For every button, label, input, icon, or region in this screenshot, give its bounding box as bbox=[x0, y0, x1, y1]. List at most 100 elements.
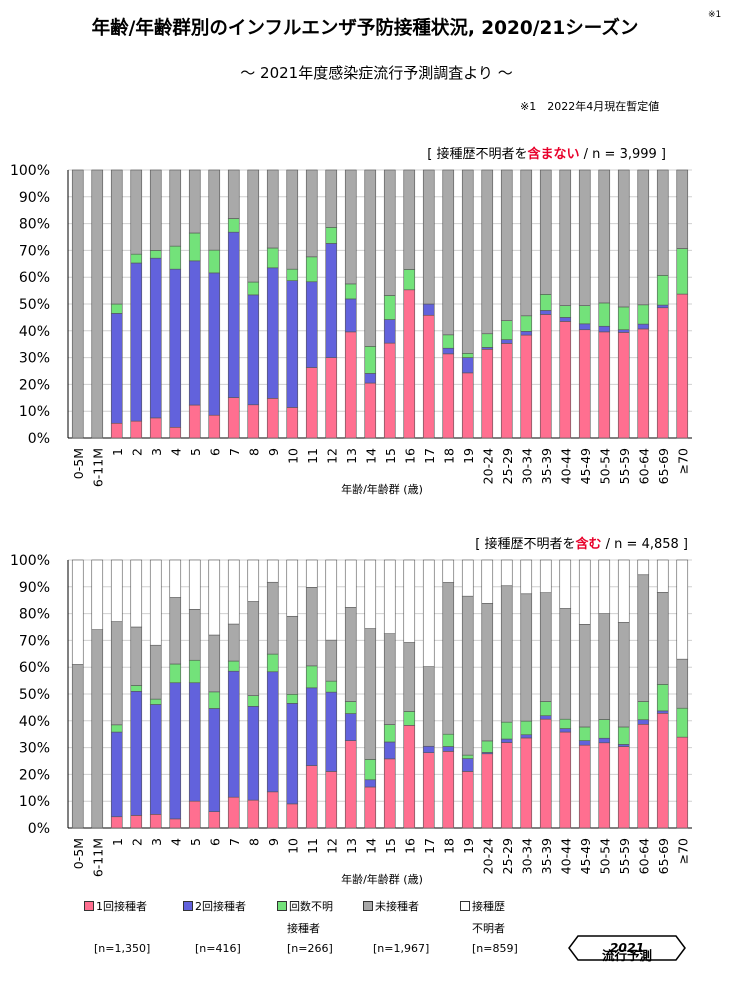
bar-segment bbox=[149, 169, 162, 251]
bar-segment bbox=[617, 744, 630, 747]
bar-segment bbox=[266, 653, 279, 673]
bar-segment bbox=[656, 559, 669, 593]
legend-item-unknown-doses: 回数不明 接種者 [n=266] bbox=[277, 898, 333, 955]
x-tick-label: 50-54 bbox=[597, 448, 612, 484]
legend: 1回接種者 [n=1,350] 2回接種者 [n=416] 回数不明 接種者 [… bbox=[0, 898, 753, 958]
bar-segment bbox=[188, 404, 201, 439]
legend-item-dose2: 2回接種者 [n=416] bbox=[183, 898, 246, 955]
bar-segment bbox=[403, 269, 416, 291]
bar-segment bbox=[286, 268, 299, 281]
bar-segment bbox=[559, 317, 572, 322]
bar-segment bbox=[227, 623, 240, 662]
bar-segment bbox=[130, 420, 143, 439]
title-footnote-mark: ※1 bbox=[708, 10, 722, 20]
bar-segment bbox=[481, 740, 494, 753]
x-tick-label: 0-5M bbox=[71, 448, 86, 479]
bar-segment bbox=[169, 559, 182, 598]
y-tick-label: 70% bbox=[19, 243, 50, 259]
x-tick-label: 25-29 bbox=[500, 838, 515, 874]
x-tick-label: 18 bbox=[441, 448, 456, 464]
bar-segment bbox=[110, 724, 123, 733]
bar-segment bbox=[247, 695, 260, 707]
bar-segment bbox=[403, 169, 416, 270]
bar-segment bbox=[325, 169, 338, 228]
bar-segment bbox=[91, 169, 104, 439]
bar-segment bbox=[559, 608, 572, 720]
x-tick-label: 3 bbox=[149, 838, 164, 846]
x-tick-label: 6-11M bbox=[90, 448, 105, 487]
bar-segment bbox=[598, 302, 611, 327]
bar-segment bbox=[520, 559, 533, 595]
bar-segment bbox=[344, 298, 357, 333]
bar-segment bbox=[617, 306, 630, 331]
legend-count-dose2: [n=416] bbox=[195, 942, 241, 955]
y-tick-label: 20% bbox=[19, 767, 50, 783]
bar-segment bbox=[71, 559, 84, 665]
bar-segment bbox=[325, 357, 338, 439]
bar-segment bbox=[149, 559, 162, 646]
bar-segment bbox=[442, 751, 455, 829]
legend-item-dose1: 1回接種者 [n=1,350] bbox=[84, 898, 150, 955]
bar-segment bbox=[208, 414, 221, 439]
bar-segment bbox=[559, 728, 572, 733]
bar-segment bbox=[344, 701, 357, 714]
bar-segment bbox=[520, 734, 533, 739]
bar-segment bbox=[325, 243, 338, 358]
x-tick-label: 6-11M bbox=[90, 838, 105, 877]
bar-segment bbox=[149, 698, 162, 705]
bar-segment bbox=[364, 373, 377, 384]
bar-segment bbox=[266, 267, 279, 399]
x-tick-label: 60-64 bbox=[636, 448, 651, 484]
bar-segment bbox=[344, 283, 357, 300]
y-tick-label: 10% bbox=[19, 404, 50, 420]
bar-segment bbox=[247, 559, 260, 602]
legend-swatch-unvaccinated bbox=[363, 901, 373, 911]
bar-segment bbox=[149, 250, 162, 259]
bar-segment bbox=[481, 333, 494, 348]
y-tick-label: 80% bbox=[19, 607, 50, 623]
bar-segment bbox=[247, 601, 260, 696]
bar-segment bbox=[227, 169, 240, 219]
x-tick-label: 40-44 bbox=[558, 448, 573, 484]
bar-segment bbox=[539, 314, 552, 439]
bar-segment bbox=[656, 304, 669, 309]
header-highlight: 含まない bbox=[527, 146, 580, 162]
bar-segment bbox=[344, 331, 357, 439]
bar-segment bbox=[539, 559, 552, 593]
bar-segment bbox=[520, 315, 533, 332]
legend-swatch-dose1 bbox=[84, 901, 94, 911]
x-tick-label: 2 bbox=[129, 838, 144, 846]
bar-segment bbox=[286, 703, 299, 805]
bar-segment bbox=[637, 304, 650, 325]
badge-label: 流行予測 2021 bbox=[601, 940, 652, 963]
x-tick-label: 1 bbox=[110, 448, 125, 456]
legend-count-unknown-doses: [n=266] bbox=[287, 942, 333, 955]
x-tick-label: 16 bbox=[402, 448, 417, 464]
bar-segment bbox=[169, 268, 182, 428]
y-tick-label: 40% bbox=[19, 324, 50, 340]
bar-segment bbox=[461, 758, 474, 772]
bar-segment bbox=[637, 719, 650, 725]
x-tick-label: 7 bbox=[227, 448, 242, 456]
bar-segment bbox=[617, 169, 630, 308]
chart-header: [ 接種歴不明者を含まない / n = 3,999 ] bbox=[427, 146, 666, 162]
bar-segment bbox=[461, 169, 474, 354]
bar-segment bbox=[676, 736, 689, 829]
x-tick-label: 30-34 bbox=[519, 838, 534, 874]
y-tick-label: 100% bbox=[10, 553, 50, 569]
bar-segment bbox=[110, 621, 123, 726]
legend-label-unvaccinated: 未接種者 bbox=[375, 900, 419, 913]
bar-segment bbox=[227, 559, 240, 625]
bar-segment bbox=[520, 334, 533, 439]
bar-segment bbox=[383, 295, 396, 320]
bar-segment bbox=[656, 592, 669, 685]
bar-segment bbox=[169, 663, 182, 684]
bar-segment bbox=[364, 786, 377, 829]
x-tick-label: 10 bbox=[285, 448, 300, 464]
bar-segment bbox=[110, 559, 123, 622]
bar-segment bbox=[188, 609, 201, 661]
bar-segment bbox=[188, 682, 201, 802]
bar-segment bbox=[461, 754, 474, 759]
x-axis-label: 年齢/年齢群 (歳) bbox=[341, 482, 423, 496]
bar-segment bbox=[364, 346, 377, 374]
